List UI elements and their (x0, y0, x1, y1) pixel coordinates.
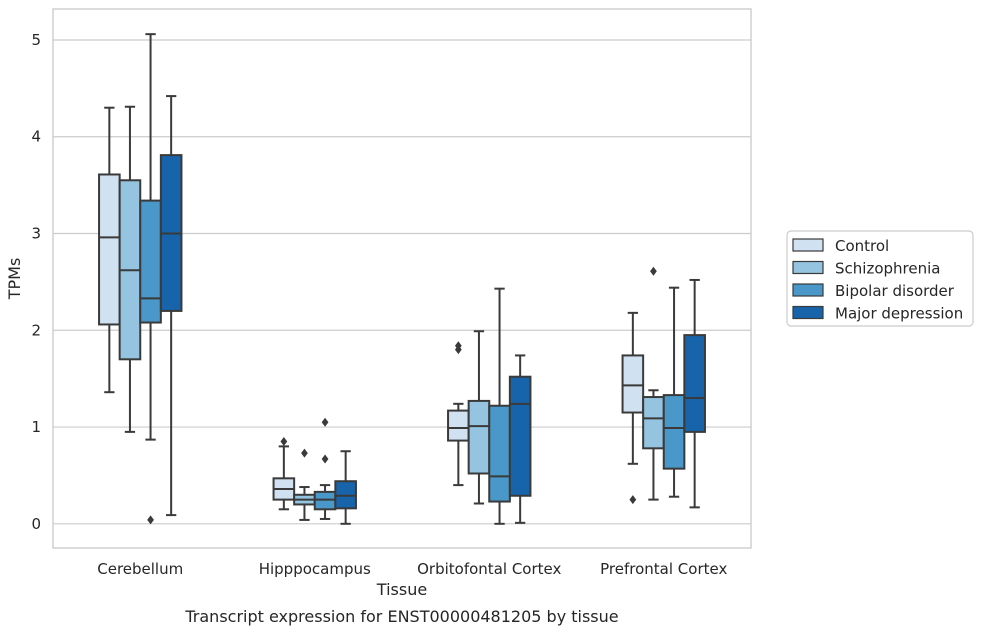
x-tick-label: Orbitofontal Cortex (417, 560, 561, 578)
box (447, 409, 470, 442)
box-control (98, 106, 121, 394)
legend-entry: Major depression (835, 305, 963, 323)
y-tick-label: 4 (31, 128, 41, 146)
box (683, 334, 706, 433)
box-major-depression (159, 95, 183, 517)
box-major-depression (508, 354, 532, 524)
legend-swatch (792, 305, 824, 320)
box-control (272, 437, 296, 511)
box (488, 404, 511, 503)
box (662, 394, 686, 470)
y-axis-label: TPMs (5, 258, 24, 301)
x-tick-label: Cerebellum (97, 560, 183, 578)
legend-entry: Control (835, 237, 889, 255)
legend-frame (786, 230, 974, 327)
y-axis-ticks: 0 1 2 3 4 5 (31, 31, 41, 533)
legend-swatch (792, 283, 824, 297)
outlier-point (280, 437, 288, 447)
legend-swatch (792, 260, 824, 275)
x-axis-ticks: Cerebellum Hipppocampus Orbitofontal Corte… (97, 560, 727, 578)
outlier-point (650, 266, 657, 276)
box-control (621, 311, 645, 505)
box-control (447, 341, 470, 487)
box-schizophrenia (118, 105, 142, 433)
legend: Control Schizophrenia Bipolar disorder Majo… (786, 230, 974, 327)
chart-caption: Transcript expression for ENST0000048120… (184, 607, 618, 626)
box-schizophrenia (467, 330, 491, 505)
y-tick-label: 2 (31, 321, 41, 339)
outlier-point (301, 448, 308, 458)
y-tick-label: 3 (31, 225, 41, 243)
box-bipolar-disorder (139, 33, 162, 525)
box-bipolar-disorder (488, 287, 511, 525)
box-major-depression (683, 278, 706, 509)
plot-frame (52, 8, 752, 549)
x-tick-label: Hipppocampus (259, 560, 371, 578)
box-schizophrenia (642, 266, 665, 501)
x-axis-label: Tissue (376, 580, 427, 599)
box-major-depression (334, 450, 357, 525)
box (621, 354, 645, 414)
box (139, 199, 162, 324)
box (98, 173, 121, 326)
box (467, 399, 491, 475)
box (642, 396, 665, 450)
outlier-point (454, 341, 462, 351)
legend-entry: Bipolar disorder (835, 282, 955, 300)
plot-area (98, 33, 706, 525)
legend-entry: Schizophrenia (835, 260, 940, 278)
outlier-point (321, 417, 329, 427)
x-tick-label: Prefrontal Cortex (600, 560, 727, 578)
y-tick-label: 0 (31, 515, 41, 533)
outlier-point (629, 495, 637, 505)
box-schizophrenia (293, 448, 316, 521)
box-bipolar-disorder (313, 417, 337, 520)
y-tick-label: 5 (31, 31, 41, 49)
y-tick-label: 1 (31, 418, 41, 436)
box-bipolar-disorder (662, 286, 686, 498)
outlier-point (321, 454, 329, 464)
box (508, 375, 532, 497)
outlier-point (147, 515, 154, 525)
legend-swatch (792, 238, 824, 252)
